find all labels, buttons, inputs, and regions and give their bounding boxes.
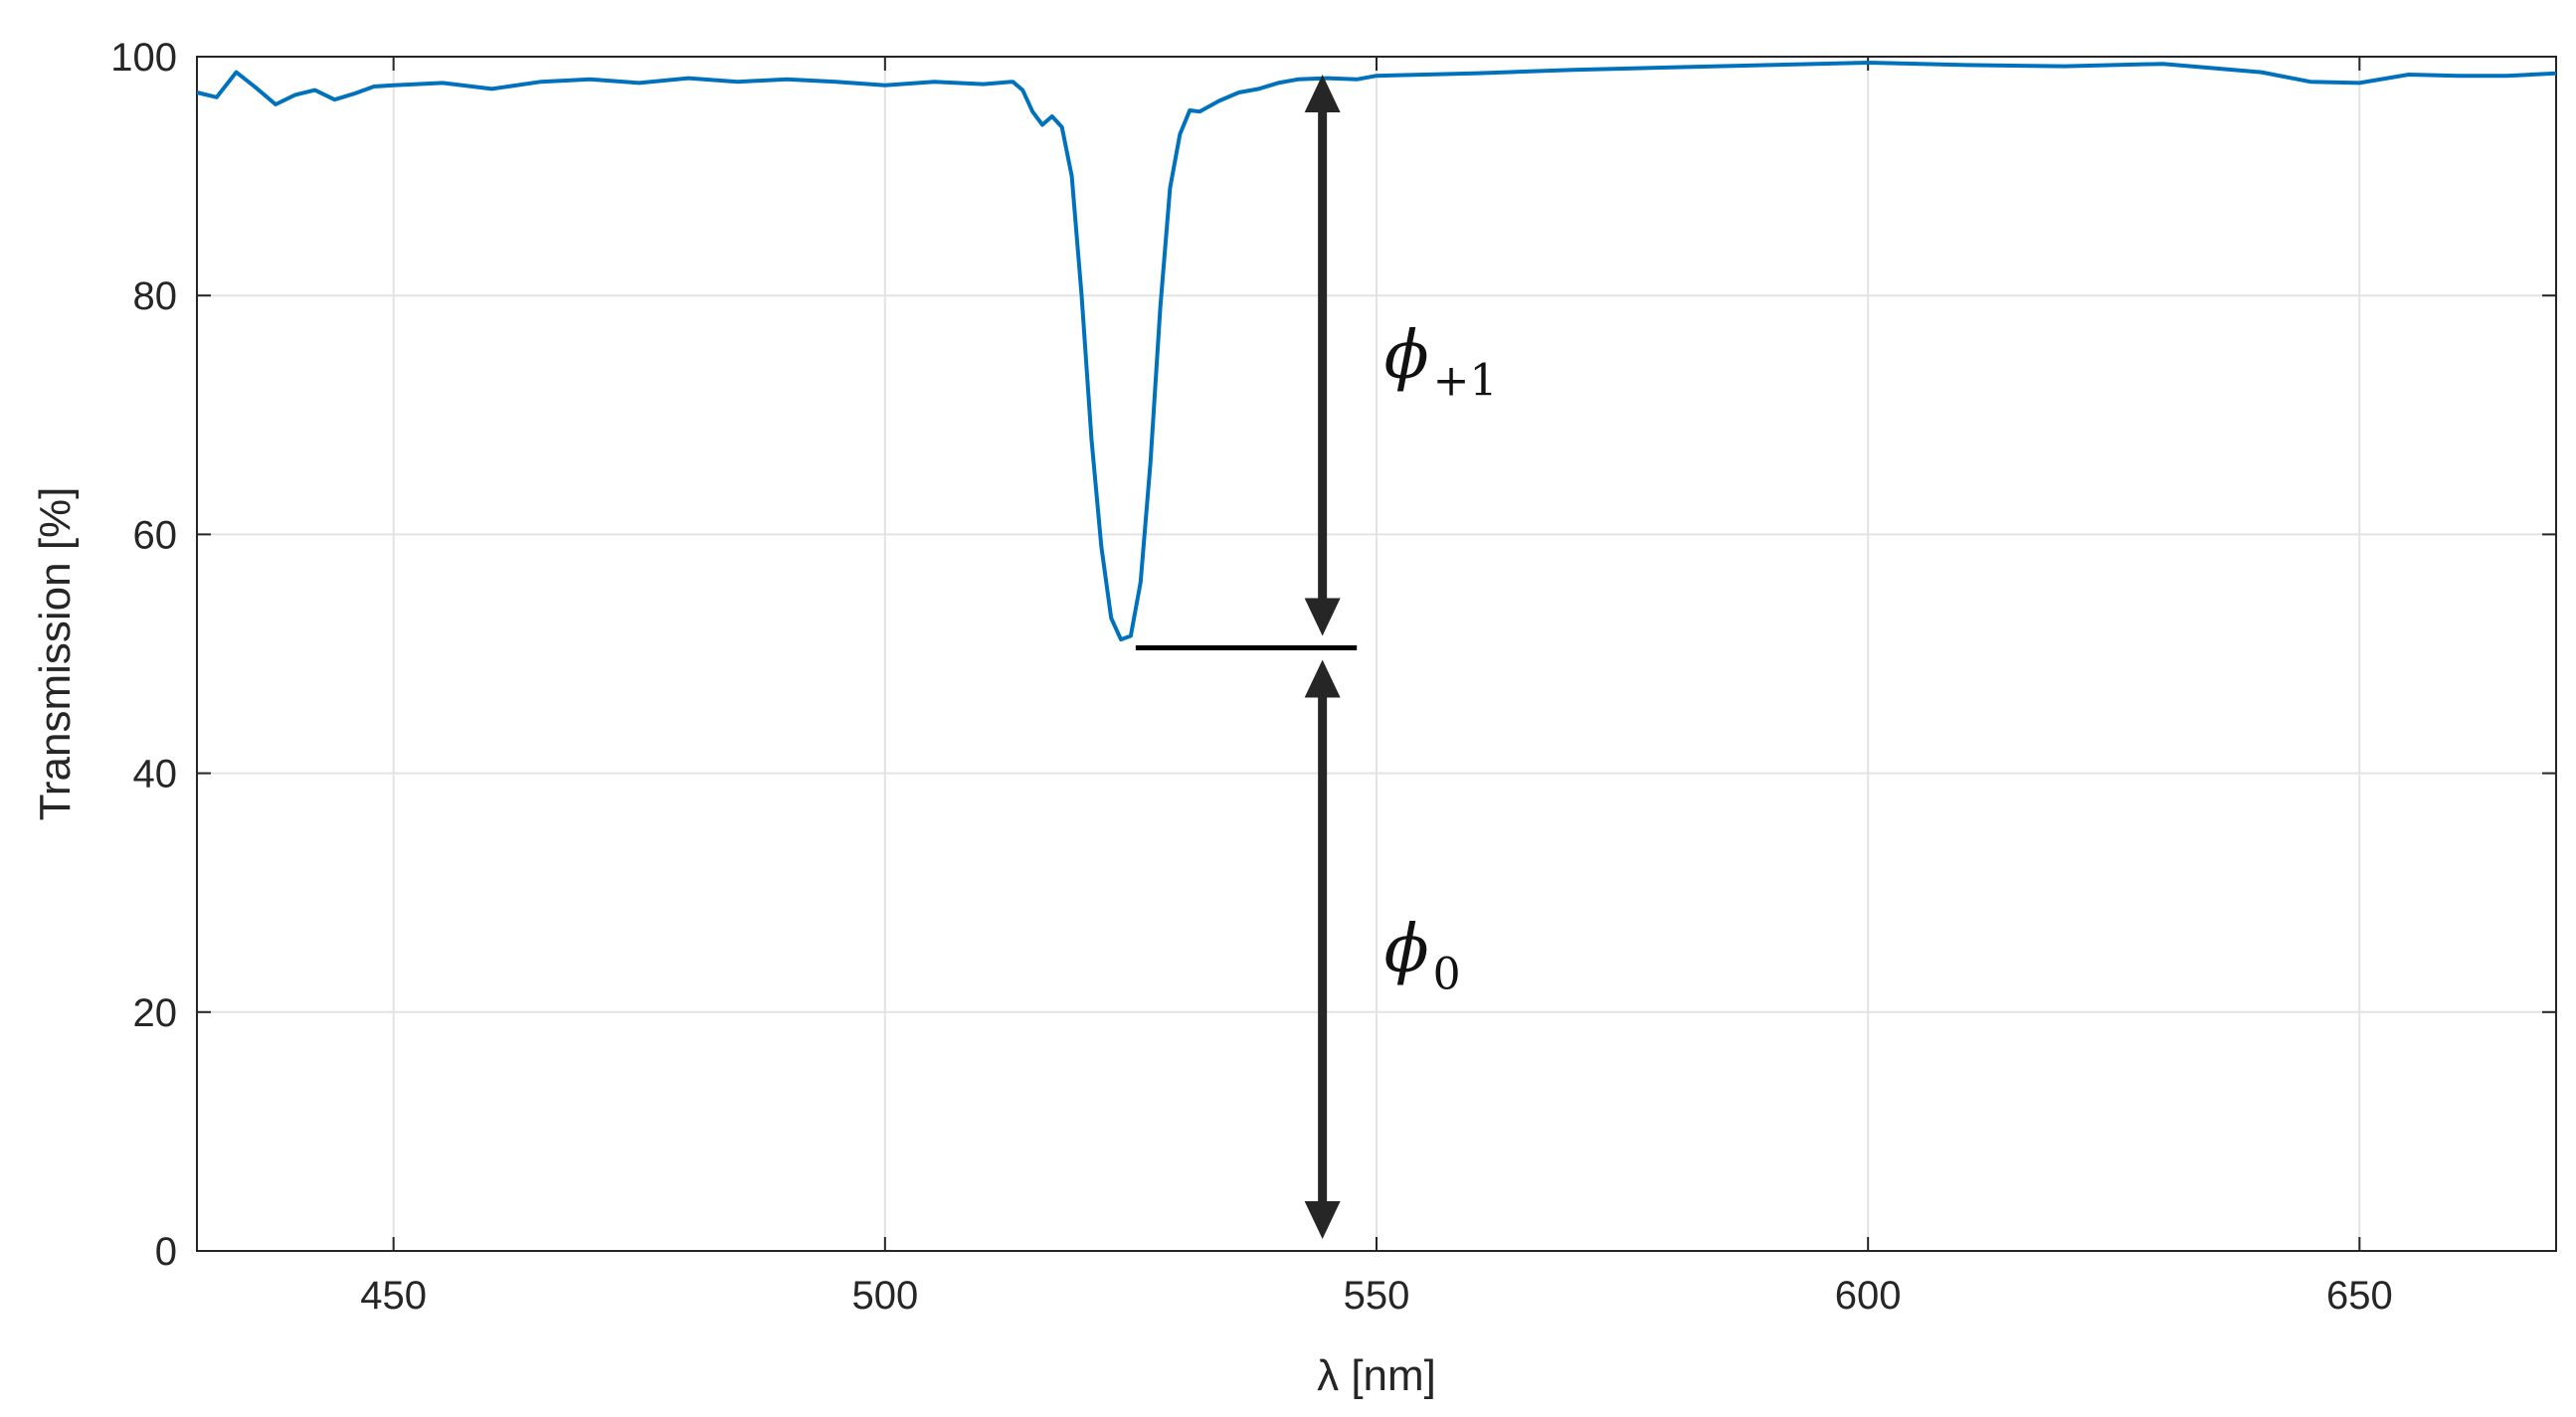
phi-symbol: ϕ [1384,316,1429,393]
x-tick-label: 550 [1344,1274,1410,1318]
phi-subscript: +1 [1433,355,1498,406]
x-axis-label: λ [nm] [1317,1351,1436,1400]
phi-symbol: ϕ [1384,911,1429,987]
x-tick-label: 450 [360,1274,427,1318]
phi-annotation-label: ϕ0 [1384,911,1461,1000]
double-arrow-0: ϕ0 [1304,659,1461,1239]
y-tick-label: 60 [133,513,178,557]
x-tick-label: 600 [1835,1274,1902,1318]
y-tick-label: 100 [110,36,177,80]
tick-layer: 450 500 550 600 650 0 20 40 60 80 100 [110,36,2556,1318]
phi-subscript: 0 [1433,950,1461,1000]
y-tick-label: 20 [133,991,178,1035]
y-axis-label: Transmission [%] [31,487,80,821]
phi-annotation-label: ϕ+1 [1384,316,1498,406]
y-tick-label: 40 [133,753,178,797]
x-tick-label: 650 [2326,1274,2393,1318]
x-tick-label: 500 [851,1274,918,1318]
arrow-head-up [1304,659,1341,698]
y-tick-label: 0 [155,1230,177,1274]
double-arrow-plus1: ϕ+1 [1304,75,1498,636]
arrow-head-up [1304,75,1341,113]
annotation-layer: ϕ+1ϕ0 [1135,75,1498,1239]
series-layer [196,61,2557,642]
arrow-head-down [1304,598,1341,636]
grid-layer [197,57,2556,1251]
transmission-series-line [196,61,2557,642]
y-tick-label: 80 [133,274,178,318]
arrow-head-down [1304,1200,1341,1239]
